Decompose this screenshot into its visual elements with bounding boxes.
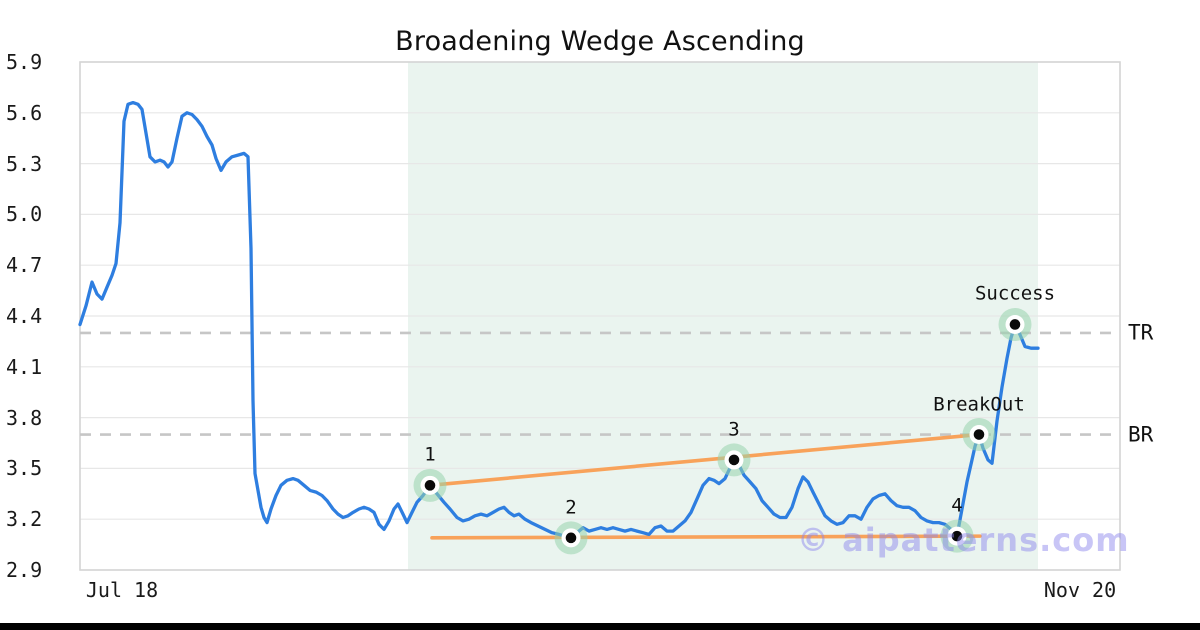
marker-label-3: 3 bbox=[728, 418, 740, 441]
y-tick-label: 4.4 bbox=[6, 304, 43, 328]
bottom-bar bbox=[0, 623, 1200, 630]
marker-dot bbox=[728, 454, 740, 466]
marker-dot bbox=[973, 429, 985, 440]
level-label-br: BR bbox=[1128, 422, 1154, 447]
y-tick-label: 5.0 bbox=[6, 202, 43, 227]
marker-dot bbox=[424, 480, 436, 491]
y-tick-label: 5.6 bbox=[6, 100, 43, 125]
level-label-tr: TR bbox=[1128, 320, 1154, 345]
marker-label-1: 1 bbox=[424, 443, 436, 466]
chart-title: Broadening Wedge Ascending bbox=[395, 26, 805, 57]
marker-label-breakout: BreakOut bbox=[933, 393, 1025, 416]
plot-border bbox=[79, 61, 1121, 571]
watermark-text: © aipatterns.com bbox=[797, 521, 1130, 559]
lower-wedge-line bbox=[430, 534, 982, 540]
y-tick-label: 5.9 bbox=[6, 50, 43, 74]
y-tick-label: 3.2 bbox=[6, 507, 43, 532]
marker-label-4: 4 bbox=[951, 494, 963, 517]
y-tick-label: 3.5 bbox=[6, 456, 43, 481]
marker-label-2: 2 bbox=[565, 496, 577, 519]
y-tick-label: 2.9 bbox=[6, 558, 43, 582]
x-tick-label: Jul 18 bbox=[85, 578, 159, 602]
marker-dot bbox=[951, 530, 963, 542]
upper-wedge-line bbox=[428, 432, 981, 488]
marker-dot bbox=[1009, 319, 1021, 330]
marker-label-success: Success bbox=[974, 282, 1056, 305]
y-tick-label: 5.3 bbox=[6, 151, 43, 176]
marker-dot bbox=[565, 532, 577, 544]
y-tick-label: 4.1 bbox=[6, 354, 43, 379]
y-tick-label: 4.7 bbox=[6, 253, 43, 278]
x-tick-label: Nov 20 bbox=[1043, 578, 1117, 602]
y-tick-label: 3.8 bbox=[6, 405, 43, 430]
price-line bbox=[78, 100, 1040, 540]
